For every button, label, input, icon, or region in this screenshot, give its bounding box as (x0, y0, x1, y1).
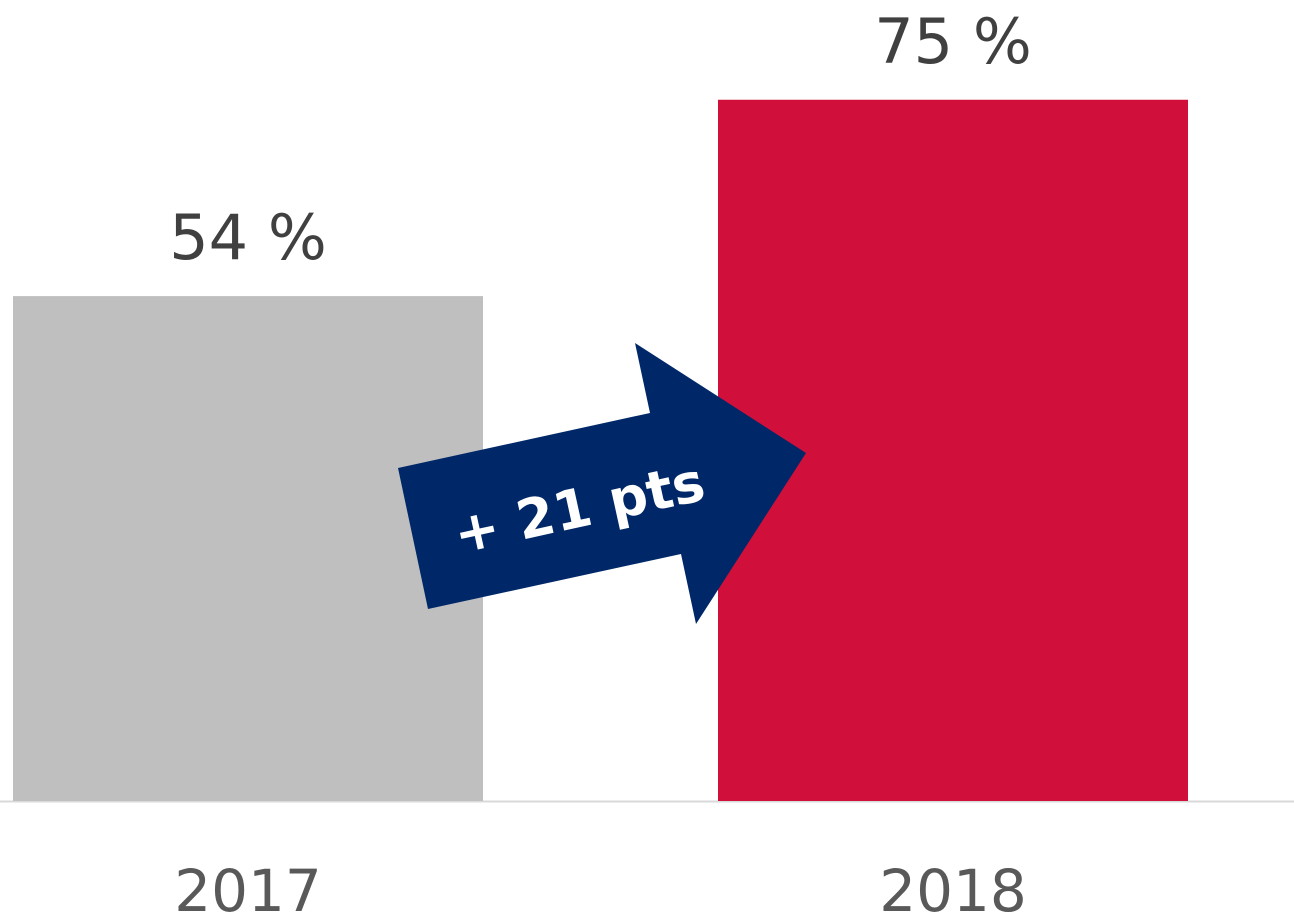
x-tick-label: 2018 (879, 857, 1027, 921)
arrow (398, 343, 806, 624)
value-label: 75 % (874, 5, 1032, 78)
value-label: 54 % (169, 201, 327, 274)
bar (13, 296, 483, 801)
x-tick-label: 2017 (174, 857, 322, 921)
